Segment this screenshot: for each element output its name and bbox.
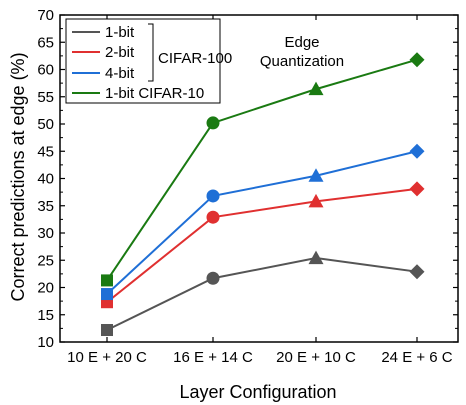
series-3 bbox=[101, 143, 425, 301]
data-point bbox=[308, 250, 324, 265]
y-tick-label: 20 bbox=[37, 280, 54, 297]
y-tick-label: 35 bbox=[37, 198, 54, 215]
y-tick-label: 55 bbox=[37, 89, 54, 106]
y-axis: 10 15 20 25 30 35 40 45 50 55 60 65 70 bbox=[37, 7, 458, 351]
annotation-edge: Edge bbox=[284, 34, 319, 51]
data-point bbox=[409, 264, 425, 280]
y-tick-label: 30 bbox=[37, 225, 54, 242]
x-axis-title: Layer Configuration bbox=[179, 382, 336, 402]
series-layer bbox=[101, 52, 425, 337]
data-point bbox=[101, 288, 113, 301]
data-point bbox=[308, 193, 324, 208]
y-axis-title: Correct predictions at edge (%) bbox=[8, 52, 28, 301]
x-tick-label: 10 E + 20 C bbox=[67, 349, 147, 366]
data-point bbox=[206, 189, 220, 203]
y-tick-label: 15 bbox=[37, 307, 54, 324]
series-line bbox=[106, 257, 418, 331]
series-1 bbox=[101, 250, 425, 337]
y-tick-label: 50 bbox=[37, 116, 54, 133]
series-2 bbox=[101, 181, 425, 309]
series-line bbox=[106, 187, 418, 303]
x-axis: 10 E + 20 C 16 E + 14 C 20 E + 10 C 24 E + … bbox=[67, 15, 453, 366]
y-tick-label: 10 bbox=[37, 334, 54, 351]
x-tick-label: 16 E + 14 C bbox=[173, 349, 253, 366]
annotation-quantization: Quantization bbox=[260, 53, 344, 70]
data-point bbox=[409, 181, 425, 197]
series-line bbox=[106, 150, 418, 295]
data-point bbox=[101, 274, 113, 287]
data-point bbox=[308, 168, 324, 182]
data-point bbox=[409, 143, 425, 159]
data-point bbox=[101, 324, 113, 337]
data-point bbox=[409, 52, 425, 68]
y-tick-label: 60 bbox=[37, 62, 54, 79]
y-tick-label: 40 bbox=[37, 171, 54, 188]
legend-group-label: CIFAR-100 bbox=[158, 50, 232, 67]
legend-bracket bbox=[148, 23, 154, 82]
y-tick-label: 45 bbox=[37, 143, 54, 160]
legend-label: 1-bit bbox=[105, 24, 135, 41]
x-tick-label: 24 E + 6 C bbox=[381, 349, 452, 366]
y-tick-label: 70 bbox=[37, 7, 54, 24]
legend: 1-bit 2-bit 4-bit 1-bit CIFAR-10 bbox=[65, 18, 221, 104]
data-point bbox=[308, 81, 324, 96]
legend-label: 2-bit bbox=[105, 44, 135, 61]
series-4 bbox=[101, 52, 425, 287]
x-tick-label: 20 E + 10 C bbox=[276, 349, 356, 366]
data-point bbox=[206, 210, 220, 224]
legend-label: 4-bit bbox=[105, 65, 135, 82]
legend-label: 1-bit CIFAR-10 bbox=[105, 85, 204, 102]
data-point bbox=[206, 271, 220, 285]
data-point bbox=[206, 116, 220, 130]
y-tick-label: 25 bbox=[37, 252, 54, 269]
y-tick-label: 65 bbox=[37, 34, 54, 51]
series-line bbox=[106, 58, 418, 281]
